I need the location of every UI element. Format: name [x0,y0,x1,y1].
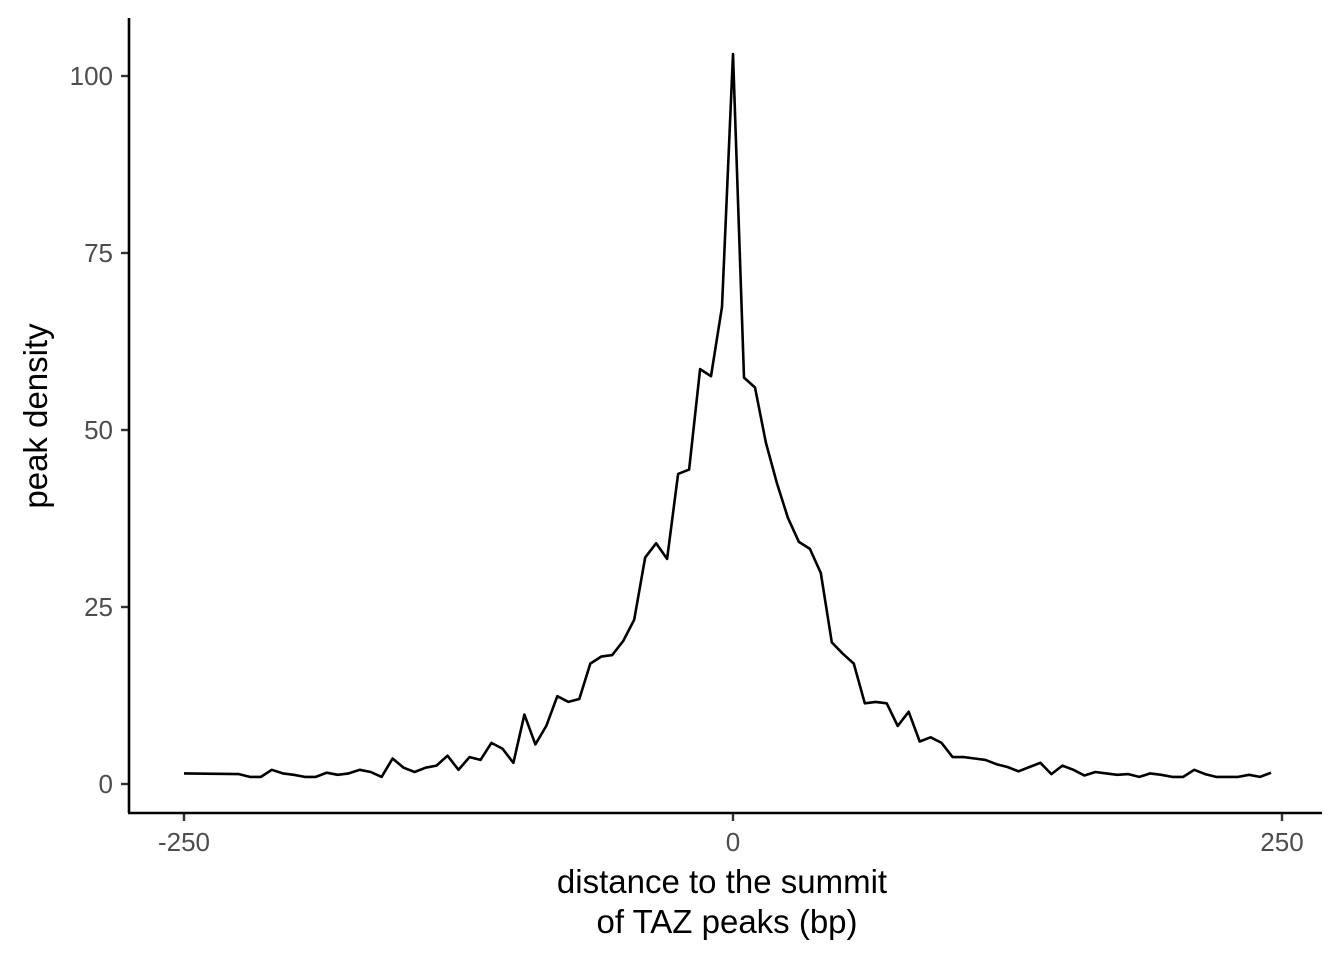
y-tick-label: 25 [84,592,113,622]
y-axis-ticks: 0 25 50 75 100 [70,61,129,799]
x-tick-label: 250 [1260,827,1303,857]
y-axis-title: peak density [17,323,54,509]
density-line [183,52,1272,779]
x-tick-label: 0 [726,827,740,857]
y-tick-label: 0 [99,769,113,799]
y-tick-label: 50 [84,415,113,445]
x-axis-title-line-2: of TAZ peaks (bp) [596,903,857,940]
x-axis-title-line-1: distance to the summit [557,863,887,900]
y-tick-label: 75 [84,238,113,268]
y-tick-label: 100 [70,61,113,91]
x-axis-ticks: -250 0 250 [158,813,1304,857]
x-tick-label: -250 [158,827,210,857]
